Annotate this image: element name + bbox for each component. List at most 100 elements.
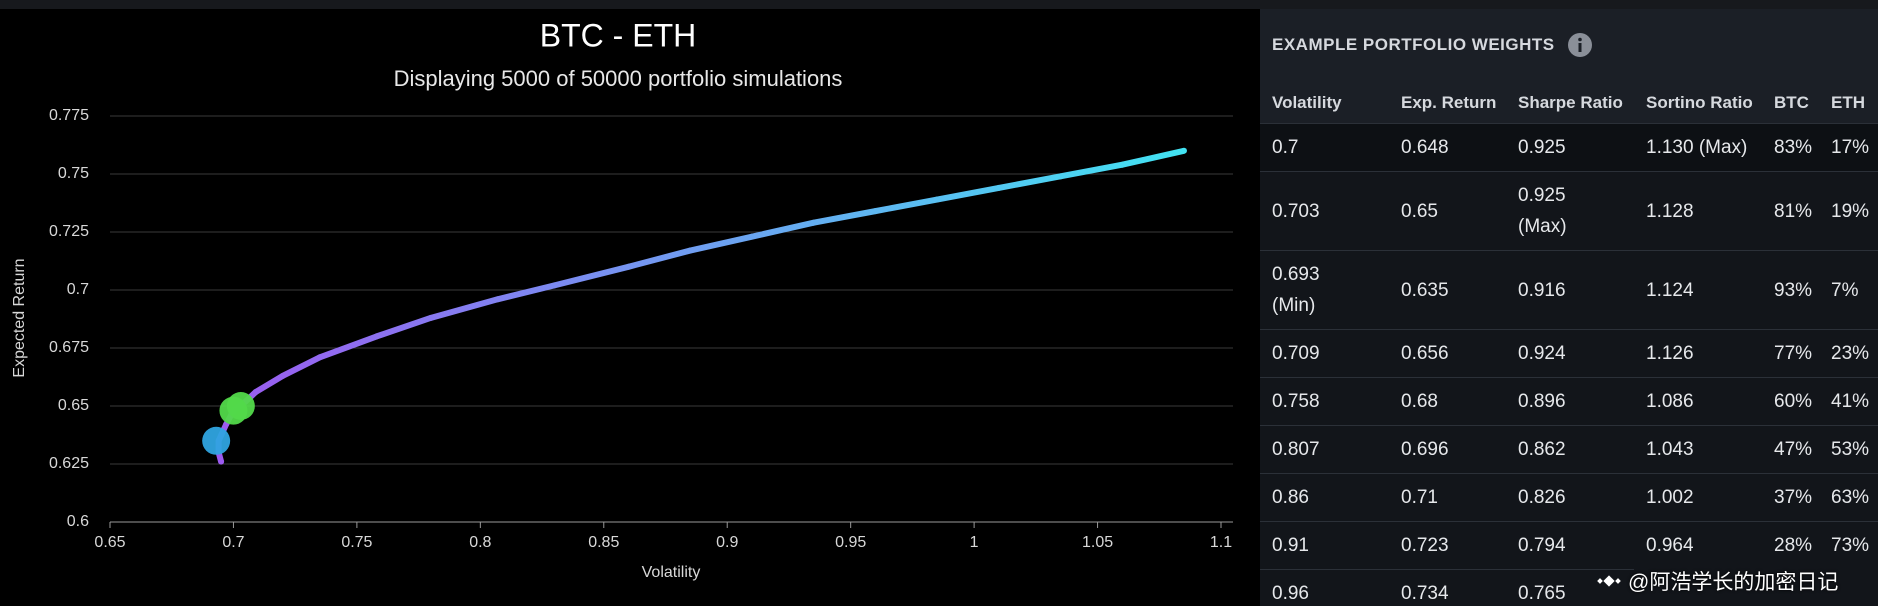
table-cell: 0.96 (1260, 569, 1389, 606)
y-tick-label: 0.625 (49, 455, 89, 472)
table-cell: 0.734 (1389, 569, 1506, 606)
frontier-line (215, 147, 1185, 463)
frontier-point (625, 263, 632, 270)
frontier-point (494, 296, 501, 303)
table-cell: 0.925 (1506, 123, 1634, 172)
x-tick-label: 0.9 (716, 534, 738, 551)
column-header: Volatility (1260, 81, 1389, 124)
table-cell: 0.648 (1389, 123, 1506, 172)
table-cell: 0.7 (1260, 123, 1389, 172)
table-cell: 0.723 (1389, 521, 1506, 570)
frontier-point (1180, 147, 1187, 154)
table-cell: 1.002 (1634, 473, 1762, 522)
frontier-point (1119, 161, 1126, 168)
y-tick-label: 0.675 (49, 339, 89, 356)
table-cell: 0.703 (1260, 171, 1389, 251)
chart: BTC - ETH Displaying 5000 of 50000 portf… (11, 17, 1233, 581)
table-cell: 0.709 (1260, 329, 1389, 378)
table-cell: 1.130 (Max) (1634, 123, 1762, 172)
panel-title: EXAMPLE PORTFOLIO WEIGHTS (1272, 35, 1555, 54)
table-cell: 0.924 (1506, 329, 1634, 378)
table-cell: 73% (1819, 521, 1878, 570)
y-tick-label: 0.6 (67, 513, 89, 530)
table-cell: 7% (1819, 250, 1878, 330)
y-tick-label: 0.7 (67, 281, 89, 298)
table-cell: 0.794 (1506, 521, 1634, 570)
table-cell: 1.124 (1634, 250, 1762, 330)
panel-header: EXAMPLE PORTFOLIO WEIGHTS (1260, 9, 1878, 81)
table-row: 0.91 0.723 0.794 0.964 28% 73% (1260, 521, 1878, 570)
y-tick-label: 0.75 (58, 165, 89, 182)
y-tick-label: 0.725 (49, 223, 89, 240)
x-tick-label: 0.85 (588, 534, 619, 551)
weights-table: Volatility Exp. Return Sharpe Ratio Sortino… (1260, 81, 1878, 606)
frontier-point (218, 458, 225, 465)
table-row: 0.758 0.68 0.896 1.086 60% 41% (1260, 377, 1878, 426)
column-header: BTC (1762, 81, 1819, 124)
frontier-point (748, 233, 755, 240)
frontier-point (427, 314, 434, 321)
table-row: 0.7 0.648 0.925 1.130 (Max) 83% 17% (1260, 123, 1878, 172)
table-cell: 1.126 (1634, 329, 1762, 378)
table-cell: 47% (1762, 425, 1819, 474)
table-cell: 1.043 (1634, 425, 1762, 474)
frontier-point (279, 372, 286, 379)
chart-title: BTC - ETH (540, 17, 696, 53)
table-cell: 0.826 (1506, 473, 1634, 522)
table-cell: 0.696 (1389, 425, 1506, 474)
frontier-point (1057, 173, 1064, 180)
table-cell: 28% (1762, 521, 1819, 570)
x-tick-label: 0.95 (835, 534, 866, 551)
table-cell: 0.896 (1506, 377, 1634, 426)
x-tick-label: 0.8 (469, 534, 491, 551)
x-tick-label: 0.7 (222, 534, 244, 551)
table-cell: 0.71 (1389, 473, 1506, 522)
frontier-point (316, 354, 323, 361)
y-tick-label: 0.775 (49, 107, 89, 124)
frontier-point (934, 196, 941, 203)
frontier-point (252, 389, 259, 396)
table-cell: 0.91 (1260, 521, 1389, 570)
table-cell: 23% (1819, 329, 1878, 378)
table-cell: 1.086 (1634, 377, 1762, 426)
table-cell: 93% (1762, 250, 1819, 330)
table-cell: 0.807 (1260, 425, 1389, 474)
table-cell: 0.916 (1506, 250, 1634, 330)
table-cell: 0.86 (1260, 473, 1389, 522)
x-tick-label: 1.05 (1082, 534, 1113, 551)
table-cell: 0.765 (1506, 569, 1634, 606)
x-axis-label: Volatility (642, 564, 701, 581)
table-row: 0.703 0.65 0.925 (Max) 1.128 81% 19% (1260, 171, 1878, 251)
table-cell: 0.758 (1260, 377, 1389, 426)
x-tick-label: 1 (970, 534, 979, 551)
table-cell: 0.656 (1389, 329, 1506, 378)
info-icon[interactable] (1567, 32, 1593, 58)
header-row: Volatility Exp. Return Sharpe Ratio Sortino… (1260, 81, 1878, 124)
x-tick-label: 0.65 (94, 534, 125, 551)
table-row: 0.86 0.71 0.826 1.002 37% 63% (1260, 473, 1878, 522)
table-cell: 0.964 (1634, 521, 1762, 570)
x-tick-label: 0.75 (341, 534, 372, 551)
table-row: 0.709 0.656 0.924 1.126 77% 23% (1260, 329, 1878, 378)
table-cell: 17% (1819, 123, 1878, 172)
column-header: ETH (1819, 81, 1878, 124)
table-cell: 77% (1762, 329, 1819, 378)
table-row: 0.96 0.734 0.765 (1260, 569, 1878, 606)
table-cell: 0.925 (Max) (1506, 171, 1634, 251)
table-cell: 60% (1762, 377, 1819, 426)
table-cell: 1.128 (1634, 171, 1762, 251)
frontier-point (551, 282, 558, 289)
table-cell: 41% (1819, 377, 1878, 426)
table-cell: 81% (1762, 171, 1819, 251)
column-header: Sortino Ratio (1634, 81, 1762, 124)
chart-subtitle: Displaying 5000 of 50000 portfolio simul… (394, 66, 843, 91)
weights-panel: EXAMPLE PORTFOLIO WEIGHTS Volatility Exp.… (1260, 9, 1878, 606)
watermark-icon (1597, 575, 1621, 587)
watermark: @阿浩学长的加密日记 (1596, 566, 1838, 596)
table-cell: 83% (1762, 123, 1819, 172)
table-cell: 0.68 (1389, 377, 1506, 426)
table-cell: 19% (1819, 171, 1878, 251)
table-row: 0.807 0.696 0.862 1.043 47% 53% (1260, 425, 1878, 474)
y-tick-label: 0.65 (58, 397, 89, 414)
